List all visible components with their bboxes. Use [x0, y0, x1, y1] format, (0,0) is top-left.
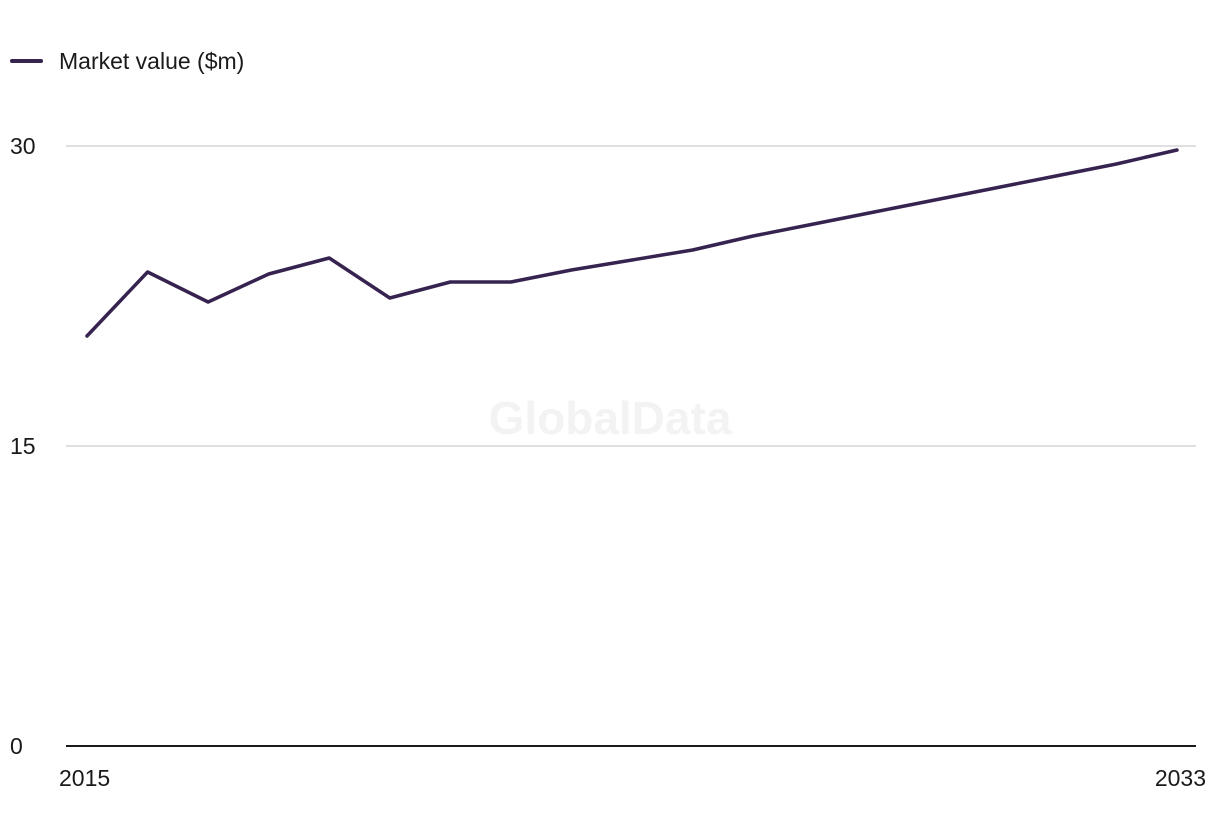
x-tick-label: 2033: [1155, 765, 1206, 791]
y-tick-label: 15: [10, 433, 36, 459]
gridlines: [66, 145, 1196, 447]
y-axis-ticks: 0 15 30: [10, 133, 36, 759]
legend: Market value ($m): [10, 48, 244, 74]
y-tick-label: 30: [10, 133, 36, 159]
x-axis-ticks: 2015 2033: [59, 765, 1206, 791]
y-tick-label: 0: [10, 733, 23, 759]
series-lines: [85, 148, 1179, 338]
watermark-text: GlobalData: [489, 392, 732, 444]
legend-label: Market value ($m): [59, 48, 244, 74]
x-tick-label: 2015: [59, 765, 110, 791]
series-line: [85, 148, 1179, 338]
